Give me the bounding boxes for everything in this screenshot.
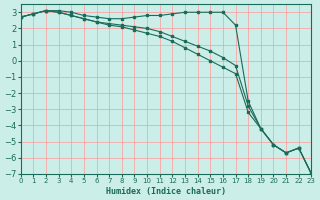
- X-axis label: Humidex (Indice chaleur): Humidex (Indice chaleur): [106, 187, 226, 196]
